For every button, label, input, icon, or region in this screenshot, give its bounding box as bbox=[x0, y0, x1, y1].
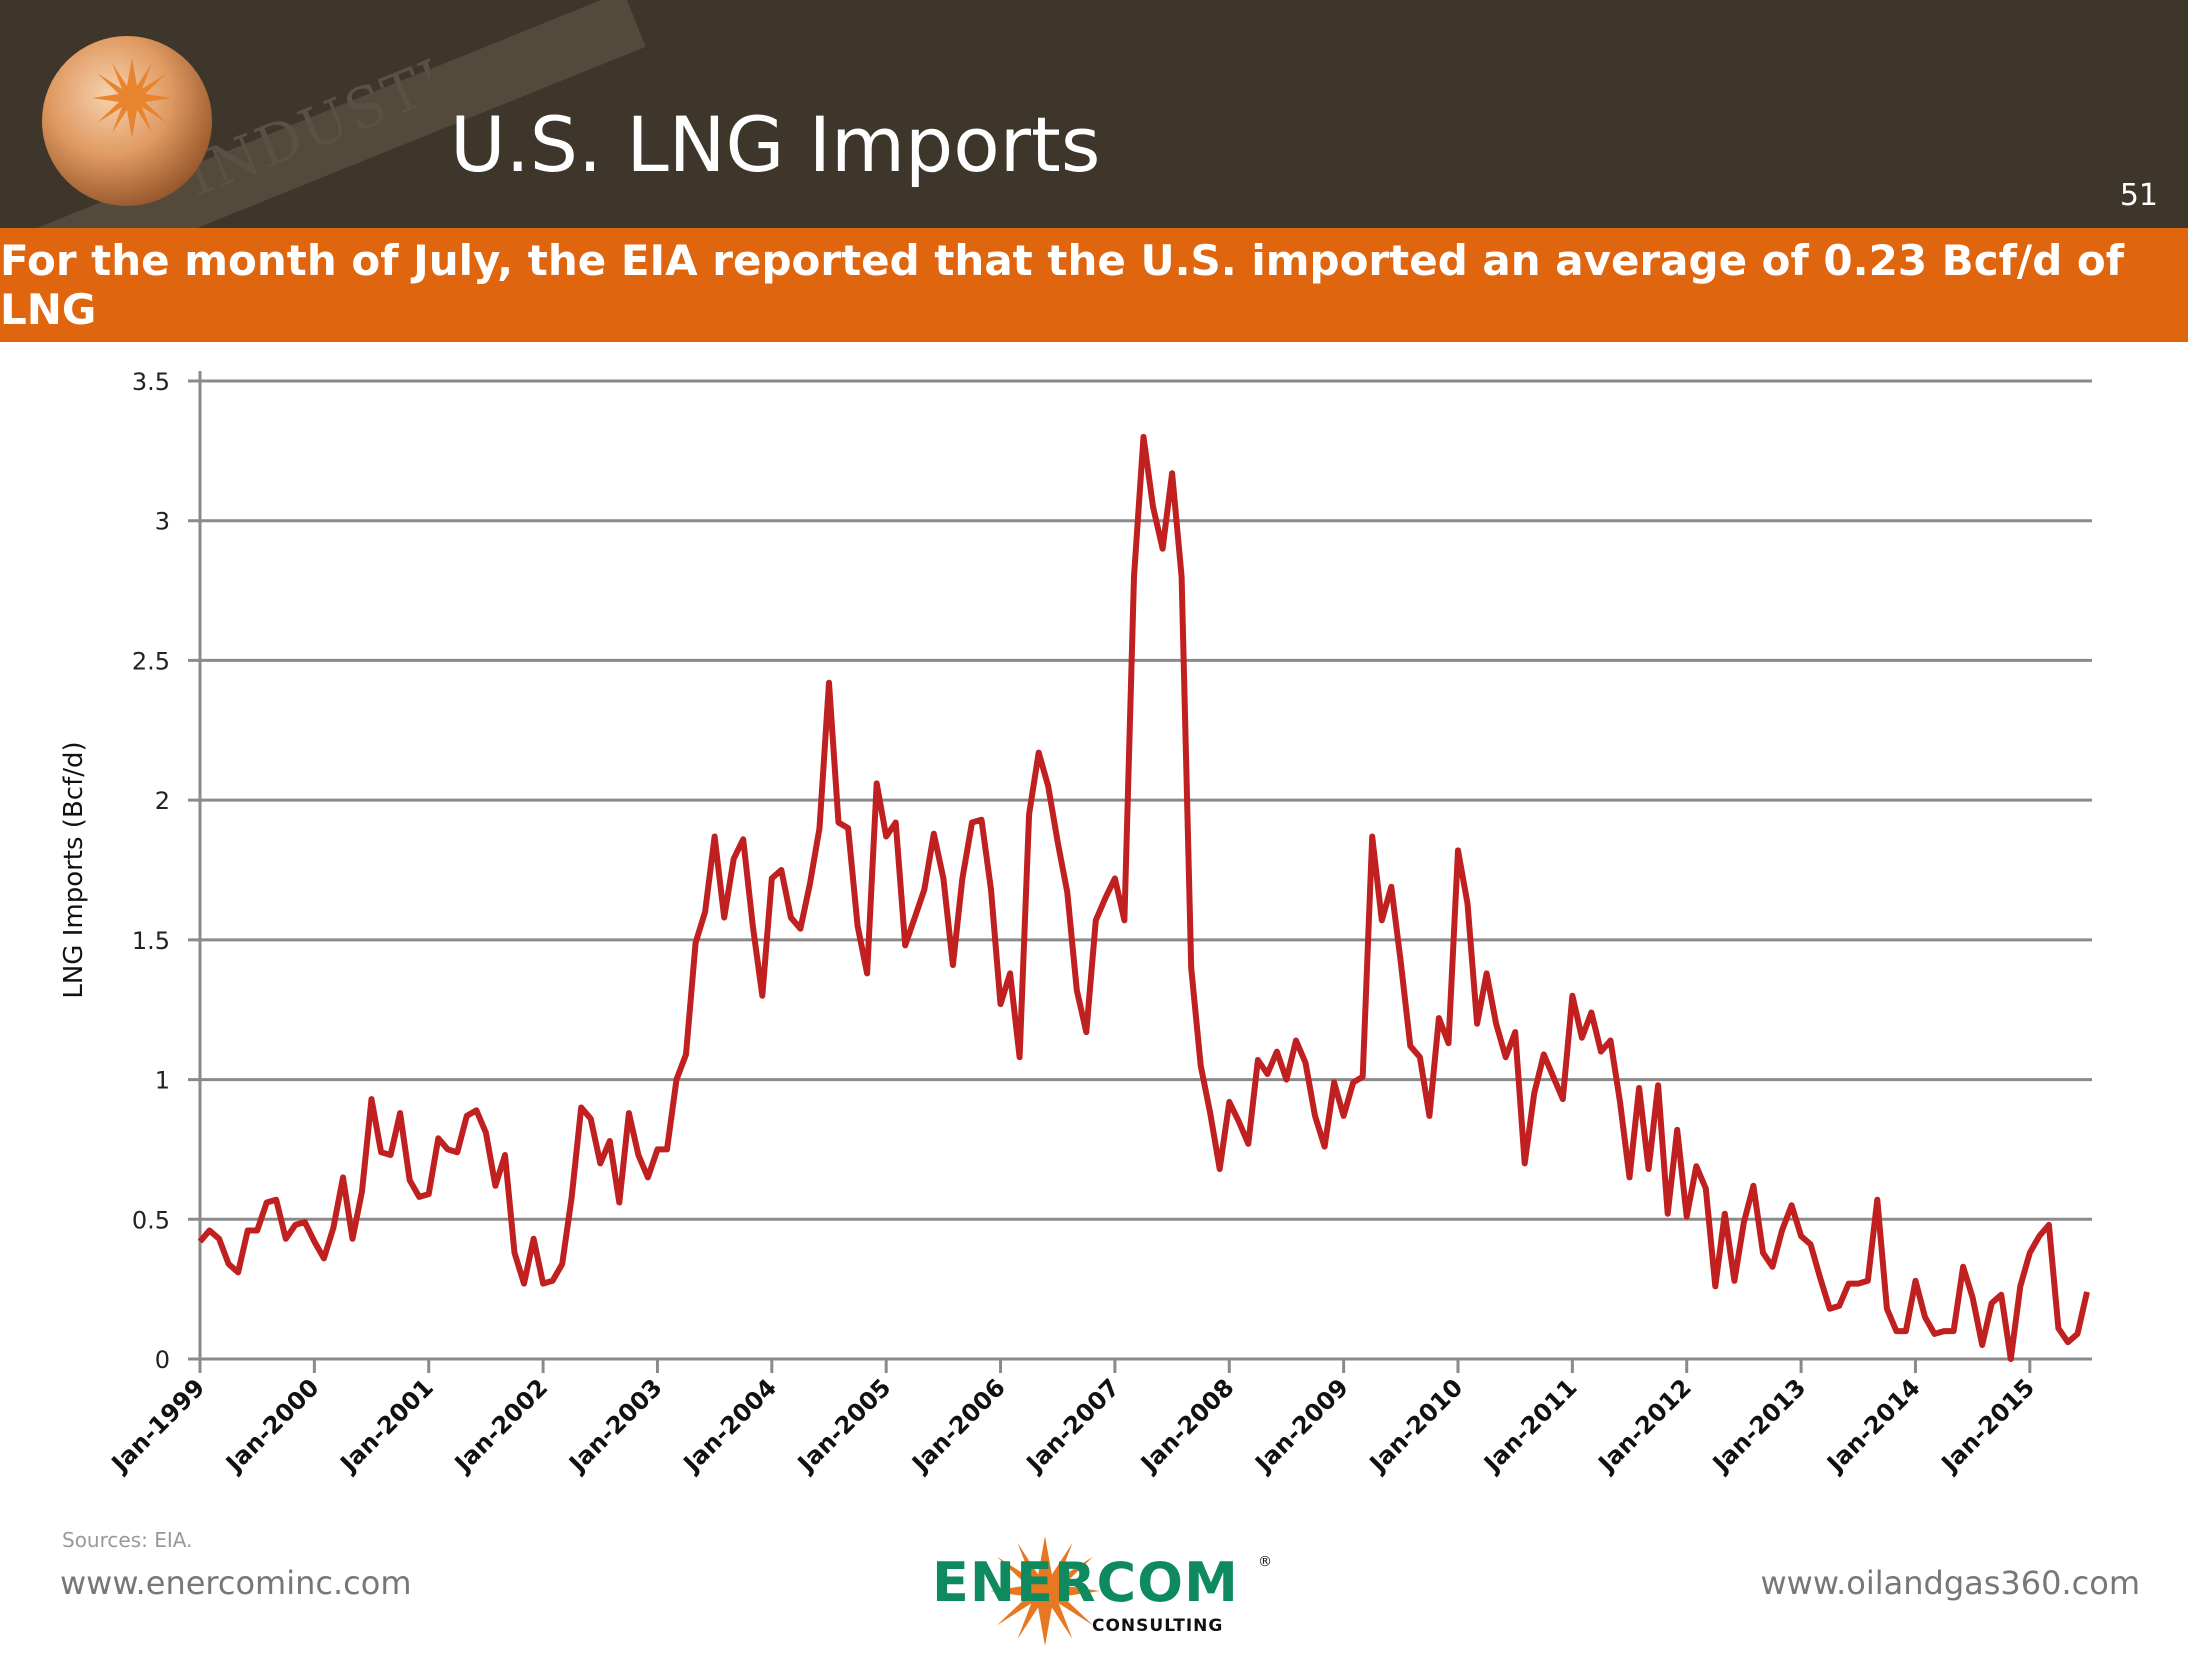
sources-note: Sources: EIA. bbox=[62, 1528, 193, 1552]
sun-icon bbox=[92, 58, 172, 138]
y-tick-label: 1.5 bbox=[132, 927, 170, 955]
x-tick-label: Jan-1999 bbox=[105, 1373, 210, 1478]
x-tick-label: Jan-2012 bbox=[1592, 1373, 1697, 1478]
x-tick-label: Jan-2006 bbox=[905, 1373, 1010, 1478]
x-tick-label: Jan-2005 bbox=[791, 1373, 896, 1478]
x-tick-label: Jan-2007 bbox=[1020, 1373, 1125, 1478]
x-tick-label: Jan-2015 bbox=[1935, 1373, 2040, 1478]
logo-text: ENERCOM bbox=[932, 1551, 1239, 1614]
x-tick-label: Jan-2009 bbox=[1249, 1373, 1354, 1478]
x-tick-label: Jan-2008 bbox=[1134, 1373, 1239, 1478]
y-tick-label: 0.5 bbox=[132, 1206, 170, 1234]
x-tick-label: Jan-2013 bbox=[1706, 1373, 1811, 1478]
subtitle: For the month of July, the EIA reported … bbox=[0, 236, 2125, 334]
y-tick-label: 3 bbox=[155, 508, 170, 536]
page-number: 51 bbox=[2119, 178, 2158, 213]
subtitle-bar: For the month of July, the EIA reported … bbox=[0, 228, 2188, 342]
logo-sun-icon bbox=[990, 1536, 1100, 1646]
oilandgas360-url-link[interactable]: www.oilandgas360.com bbox=[1760, 1564, 2141, 1602]
lng-imports-chart: 00.511.522.533.5 Jan-1999 Jan-2000 Jan-200… bbox=[59, 368, 2092, 1479]
slide-header: INDUSTRY U.S. LNG Imports 51 bbox=[0, 0, 2188, 228]
x-tick-labels: Jan-1999 Jan-2000 Jan-2001 Jan-2002 Jan-2003… bbox=[105, 1373, 2040, 1478]
x-tick-label: Jan-2003 bbox=[562, 1373, 667, 1478]
y-tick-label: 1 bbox=[155, 1067, 170, 1095]
x-tick-label: Jan-2004 bbox=[677, 1373, 782, 1478]
x-tick-label: Jan-2000 bbox=[219, 1373, 324, 1478]
y-tick-label: 2 bbox=[155, 787, 170, 815]
y-tick-label: 0 bbox=[155, 1346, 170, 1374]
x-tick-label: Jan-2001 bbox=[334, 1373, 439, 1478]
x-tick-label: Jan-2002 bbox=[448, 1373, 553, 1478]
enercom-logo: ENERCOM ® CONSULTING bbox=[920, 1536, 1280, 1646]
logo-registered: ® bbox=[1258, 1554, 1272, 1570]
logo-subtext: CONSULTING bbox=[1092, 1616, 1224, 1636]
x-tick-label: Jan-2011 bbox=[1477, 1373, 1582, 1478]
y-tick-labels: 0 0.5 1 1.5 2 2.5 3 3.5 bbox=[132, 368, 170, 1374]
globe-logo-icon bbox=[42, 36, 212, 206]
header-watermark: INDUSTRY bbox=[177, 24, 430, 210]
page-title: U.S. LNG Imports bbox=[450, 100, 1101, 189]
x-tick-label: Jan-2014 bbox=[1820, 1373, 1925, 1478]
y-tick-label: 3.5 bbox=[132, 368, 170, 396]
y-axis-label: LNG Imports (Bcf/d) bbox=[59, 741, 89, 998]
gridlines bbox=[188, 371, 2092, 1373]
enercom-url-link[interactable]: www.enercominc.com bbox=[60, 1564, 412, 1602]
y-tick-label: 2.5 bbox=[132, 647, 170, 675]
series-line-lng-imports bbox=[197, 433, 2090, 1362]
x-tick-label: Jan-2010 bbox=[1363, 1373, 1468, 1478]
